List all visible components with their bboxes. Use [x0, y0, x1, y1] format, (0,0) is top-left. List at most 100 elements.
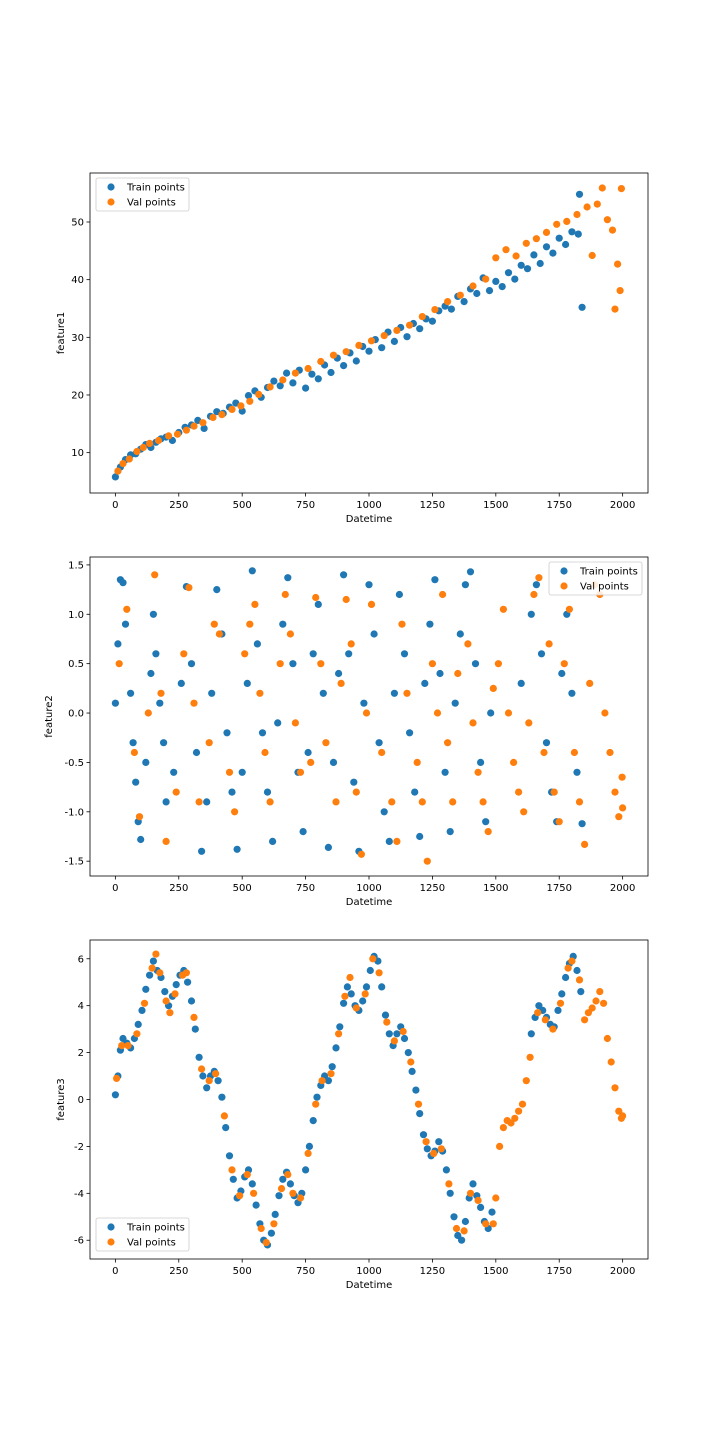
data-point: [173, 430, 182, 438]
data-point: [258, 729, 267, 737]
data-point: [198, 847, 206, 855]
data-point: [619, 804, 627, 812]
data-point: [329, 351, 338, 359]
data-point: [532, 235, 541, 243]
data-point: [317, 357, 325, 366]
data-point: [274, 719, 282, 727]
data-point: [332, 1044, 340, 1052]
data-point: [130, 748, 138, 757]
data-point: [147, 669, 155, 678]
data-point: [129, 739, 137, 747]
data-point: [482, 275, 490, 283]
data-point: [568, 689, 576, 697]
data-point: [251, 600, 259, 609]
data-point: [445, 1180, 453, 1188]
x-tick-label: 1750: [547, 500, 572, 511]
data-point: [496, 1142, 504, 1150]
data-point: [458, 1236, 466, 1244]
data-point: [573, 966, 581, 975]
series-train: [111, 567, 586, 855]
data-point: [416, 1110, 424, 1118]
data-point: [124, 1042, 132, 1050]
data-point: [340, 999, 348, 1007]
data-point: [370, 630, 378, 638]
data-point: [474, 1196, 482, 1204]
data-point: [511, 275, 519, 283]
data-point: [390, 337, 398, 345]
data-point: [502, 246, 510, 254]
data-point: [526, 1053, 534, 1061]
data-point: [340, 362, 348, 370]
data-point: [144, 709, 152, 717]
x-tick-label: 2000: [610, 500, 635, 511]
data-point: [198, 1065, 206, 1073]
data-point: [404, 1049, 412, 1057]
data-point: [266, 383, 274, 391]
data-point: [171, 990, 179, 998]
data-point: [530, 251, 538, 259]
data-point: [118, 1042, 126, 1050]
data-point: [352, 357, 360, 365]
data-point: [341, 992, 349, 1000]
data-point: [225, 768, 234, 776]
y-tick-label: 0.0: [68, 709, 84, 720]
data-point: [360, 699, 368, 707]
data-point: [318, 1077, 326, 1085]
data-point: [570, 748, 579, 757]
data-point: [352, 788, 360, 796]
data-point: [261, 748, 269, 757]
data-point: [461, 1217, 469, 1226]
data-point: [241, 650, 249, 658]
x-tick-label: 1500: [483, 1266, 508, 1277]
data-point: [578, 303, 586, 311]
x-tick-label: 250: [169, 883, 188, 894]
y-tick-label: -1.5: [64, 857, 84, 868]
data-point: [332, 798, 340, 806]
data-point: [400, 650, 409, 658]
data-point: [365, 347, 373, 355]
data-point: [375, 739, 383, 747]
data-point: [555, 234, 563, 242]
data-point: [554, 1006, 562, 1015]
data-point: [335, 669, 343, 678]
data-point: [205, 739, 213, 747]
data-point: [515, 788, 523, 796]
data-point: [466, 1189, 475, 1197]
data-point: [200, 424, 208, 432]
data-point: [527, 1030, 535, 1038]
y-tick-label: -1.0: [64, 807, 84, 818]
data-point: [262, 1239, 270, 1247]
data-point: [619, 1112, 627, 1120]
x-tick-label: 1750: [547, 1266, 572, 1277]
y-tick-label: 1.5: [68, 560, 84, 571]
data-point: [138, 1006, 146, 1015]
data-point: [433, 709, 442, 717]
data-point: [313, 1093, 321, 1101]
data-point: [418, 798, 426, 806]
data-point: [568, 957, 576, 965]
data-point: [471, 660, 480, 668]
data-point: [403, 689, 411, 697]
y-tick-label: -2: [74, 1142, 84, 1153]
data-point: [575, 190, 584, 198]
data-point: [558, 990, 566, 998]
data-point: [562, 240, 570, 249]
data-point: [357, 850, 365, 858]
data-point: [492, 254, 500, 262]
legend-marker-val: [107, 198, 115, 206]
data-point: [172, 981, 180, 989]
legend-marker-val: [107, 1238, 115, 1246]
data-point: [329, 758, 338, 767]
data-point: [223, 729, 231, 737]
data-point: [416, 832, 424, 841]
x-tick-label: 750: [296, 883, 315, 894]
data-point: [541, 1016, 549, 1024]
data-point: [542, 228, 551, 236]
data-point: [611, 1084, 619, 1092]
data-point: [522, 1077, 530, 1085]
data-point: [324, 1077, 332, 1085]
data-point: [314, 375, 322, 383]
legend-label-train: Train points: [126, 183, 185, 194]
data-point: [540, 748, 548, 757]
data-point: [270, 377, 278, 385]
